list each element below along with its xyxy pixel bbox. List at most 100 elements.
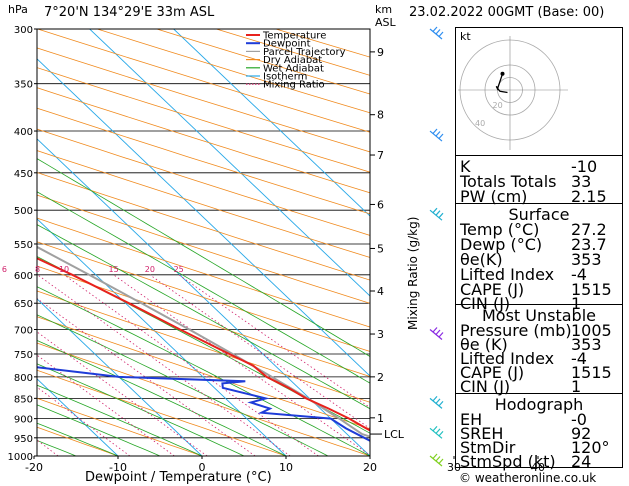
legend-label: Wet Adiabat	[263, 63, 324, 74]
wind-barb-flag	[438, 430, 444, 437]
wind-barb-flag	[432, 26, 438, 32]
mixing-ratio-label: 8	[35, 265, 40, 274]
legend-label: Dewpoint	[263, 39, 311, 50]
km-tick-label: 2	[377, 371, 384, 384]
mixing-ratio-axis-label: Mixing Ratio (g/kg)	[406, 216, 420, 330]
dry-adiabat	[37, 342, 370, 456]
pressure-tick-label: 1000	[8, 452, 33, 463]
wind-barb-700	[429, 327, 444, 340]
wind-barb-400	[429, 128, 444, 142]
isotherm	[37, 58, 370, 377]
dry-adiabat	[37, 265, 370, 377]
wind-barb-850	[429, 395, 444, 409]
temperature-tick-label: 10	[279, 461, 293, 474]
wind-barb-flag	[438, 212, 444, 219]
parcel-trajectory-line	[37, 245, 370, 438]
mixing-ratio-label: 20	[145, 265, 155, 274]
surface-title: Surface	[508, 205, 570, 224]
asl-label: ASL	[375, 16, 396, 29]
pressure-tick-label: 950	[14, 434, 33, 445]
mu-row: θe (K) 353	[460, 335, 602, 354]
surface-row: CAPE (J) 1515	[460, 280, 612, 299]
wind-barb-flag	[435, 428, 441, 434]
pressure-tick-label: 600	[14, 271, 33, 282]
dry-adiabat	[37, 369, 287, 456]
legend-label: Mixing Ratio	[263, 80, 325, 91]
surface-row: θe(K) 353	[460, 250, 602, 269]
pressure-tick-label: 300	[14, 25, 33, 36]
mixing-ratio-label: 6	[2, 265, 7, 274]
pressure-tick-label: 400	[14, 127, 33, 138]
temperature-tick-label: -20	[25, 461, 43, 474]
index-row-pw: PW (cm) 2.15	[460, 187, 607, 206]
mixing-ratio-label: 25	[174, 265, 184, 274]
wind-barb-500	[429, 207, 444, 221]
wind-barb-flag	[435, 329, 441, 335]
mixing-ratio-line	[113, 274, 370, 456]
wet-adiabat	[37, 224, 370, 410]
dry-adiabat	[37, 47, 370, 153]
km-tick-label: 4	[377, 285, 384, 298]
wind-barb-flag	[432, 207, 438, 214]
pressure-tick-label: 850	[14, 394, 33, 405]
wind-barb-flag	[438, 400, 444, 407]
km-tick-label: 9	[377, 46, 384, 59]
hodograph-unit-label: kt	[460, 30, 471, 43]
dry-adiabat	[37, 128, 370, 236]
km-tick-label: 1	[377, 412, 384, 425]
mixing-ratio-label: 15	[109, 265, 119, 274]
temperature-tick-label: 0	[199, 461, 206, 474]
wind-barb-flag	[432, 327, 438, 333]
wet-adiabat	[37, 158, 370, 357]
wet-adiabat	[37, 191, 370, 384]
isotherm	[37, 138, 370, 456]
dry-adiabat	[37, 241, 370, 352]
dry-adiabat	[37, 316, 370, 430]
km-tick-label: 6	[377, 198, 384, 211]
hodograph-end-point	[500, 71, 505, 76]
wind-barb-flag	[432, 425, 438, 432]
index-row-k: K -10	[460, 157, 598, 176]
temperature-line	[37, 257, 370, 432]
wind-barb-flag	[435, 131, 441, 137]
legend-label: Dry Adiabat	[263, 55, 322, 66]
wind-barb-flag	[432, 453, 438, 459]
hodograph-ring-label: 40	[475, 119, 485, 128]
most-unstable-title: Most Unstable	[482, 306, 596, 325]
pressure-tick-label: 350	[14, 80, 33, 91]
x-axis-label: Dewpoint / Temperature (°C)	[85, 470, 272, 485]
pressure-tick-label: 800	[14, 373, 33, 384]
wind-barbs	[429, 26, 444, 467]
dewpoint-line	[37, 366, 370, 442]
isotherm	[37, 298, 203, 456]
wind-barb-flag	[438, 458, 444, 464]
most-unstable-box: Most Unstable Pressure (mb) 1005 θe (K) 35…	[455, 304, 623, 396]
km-tick-label: 7	[377, 149, 384, 162]
pressure-tick-label: 900	[14, 415, 33, 426]
wet-adiabat	[37, 286, 370, 456]
wet-adiabat	[37, 384, 203, 456]
dry-adiabat	[37, 397, 203, 456]
wind-barb-flag	[435, 456, 441, 462]
hodograph-stats-box: Hodograph EH -0 SREH 92 StmDir 120° StmSpd …	[455, 393, 623, 471]
dry-adiabat	[37, 290, 370, 403]
hodograph-stats-title: Hodograph	[494, 395, 584, 414]
datetime-title: 23.02.2022 00GMT (Base: 00)	[409, 5, 605, 20]
hodograph-trace	[495, 73, 508, 94]
dry-adiabat	[37, 67, 370, 173]
dry-adiabat	[37, 87, 370, 194]
copyright-text: © weatheronline.co.uk	[459, 471, 597, 485]
mu-row: CIN (J) 1	[460, 377, 582, 396]
pressure-tick-label: 700	[14, 326, 33, 337]
wind-barb-flag	[438, 332, 444, 338]
wet-adiabat	[37, 404, 161, 456]
wind-barb-flag	[438, 133, 444, 139]
mixing-ratio-line	[37, 354, 175, 456]
location-title: 7°20'N 134°29'E 33m ASL	[44, 5, 215, 20]
km-tick-label: 5	[377, 242, 384, 255]
lcl-label: LCL	[384, 428, 405, 441]
wind-barb-flag	[435, 29, 441, 35]
plot-frame	[36, 28, 371, 457]
